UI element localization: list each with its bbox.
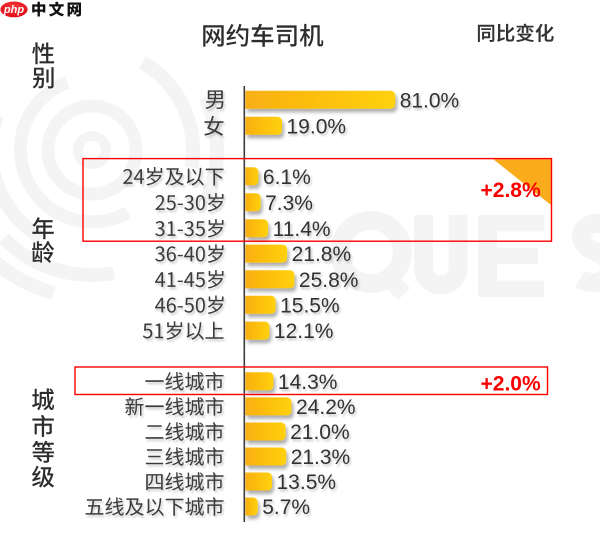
svg-text:12.1%: 12.1%	[274, 320, 334, 343]
svg-text:24.2%: 24.2%	[296, 396, 356, 419]
svg-text:21.3%: 21.3%	[291, 446, 351, 469]
svg-text:15.5%: 15.5%	[280, 294, 340, 317]
svg-text:+2.0%: +2.0%	[481, 373, 541, 396]
svg-text:6.1%: 6.1%	[263, 166, 311, 189]
svg-text:14.3%: 14.3%	[278, 371, 338, 394]
svg-text:25.8%: 25.8%	[299, 269, 359, 292]
svg-text:5.7%: 5.7%	[262, 496, 310, 519]
svg-text:19.0%: 19.0%	[287, 115, 347, 138]
svg-text:21.8%: 21.8%	[292, 243, 352, 266]
svg-text:21.0%: 21.0%	[290, 421, 350, 444]
svg-text:13.5%: 13.5%	[277, 471, 337, 494]
svg-text:+2.8%: +2.8%	[481, 179, 541, 202]
svg-text:81.0%: 81.0%	[400, 89, 460, 112]
svg-text:7.3%: 7.3%	[265, 192, 313, 215]
svg-text:php: php	[3, 4, 24, 16]
svg-text:11.4%: 11.4%	[273, 218, 331, 241]
